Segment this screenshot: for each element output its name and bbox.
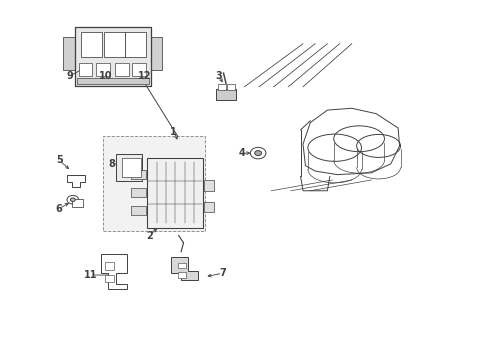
Bar [115,154,142,181]
Text: 11: 11 [84,270,98,280]
Polygon shape [67,175,85,187]
Bar [125,32,145,57]
Bar [122,158,141,177]
Text: 12: 12 [138,71,151,81]
Bar [227,84,234,90]
Bar [147,158,203,228]
Text: 5: 5 [56,155,62,165]
Bar [204,202,214,212]
Text: 7: 7 [219,268,225,278]
Text: 4: 4 [238,148,245,158]
Bar [177,273,186,278]
Bar [75,27,150,86]
Bar [72,199,83,207]
Bar [150,37,162,69]
Circle shape [254,150,261,156]
Bar [104,32,124,57]
Circle shape [67,195,79,204]
Bar [79,63,92,76]
Text: 8: 8 [108,159,115,169]
Bar [63,37,75,69]
Bar [77,78,148,84]
Circle shape [70,198,75,202]
Bar [204,180,214,191]
Text: 6: 6 [56,204,62,214]
Bar [131,170,145,179]
Bar [105,275,114,282]
Text: 3: 3 [215,71,222,81]
Bar [75,27,150,86]
Bar [218,84,225,90]
Bar [215,89,236,100]
Text: 1: 1 [170,127,177,136]
Text: 10: 10 [99,71,112,81]
Bar [115,63,128,76]
Bar [132,63,146,76]
Bar [103,136,205,231]
Polygon shape [171,257,198,280]
Bar [131,206,145,215]
Circle shape [250,147,265,159]
Text: 2: 2 [146,231,152,240]
Bar [96,63,110,76]
Bar [105,262,114,270]
Polygon shape [101,253,127,289]
Bar [177,263,186,268]
Text: 9: 9 [66,71,73,81]
Bar [81,32,102,57]
Bar [131,188,145,197]
